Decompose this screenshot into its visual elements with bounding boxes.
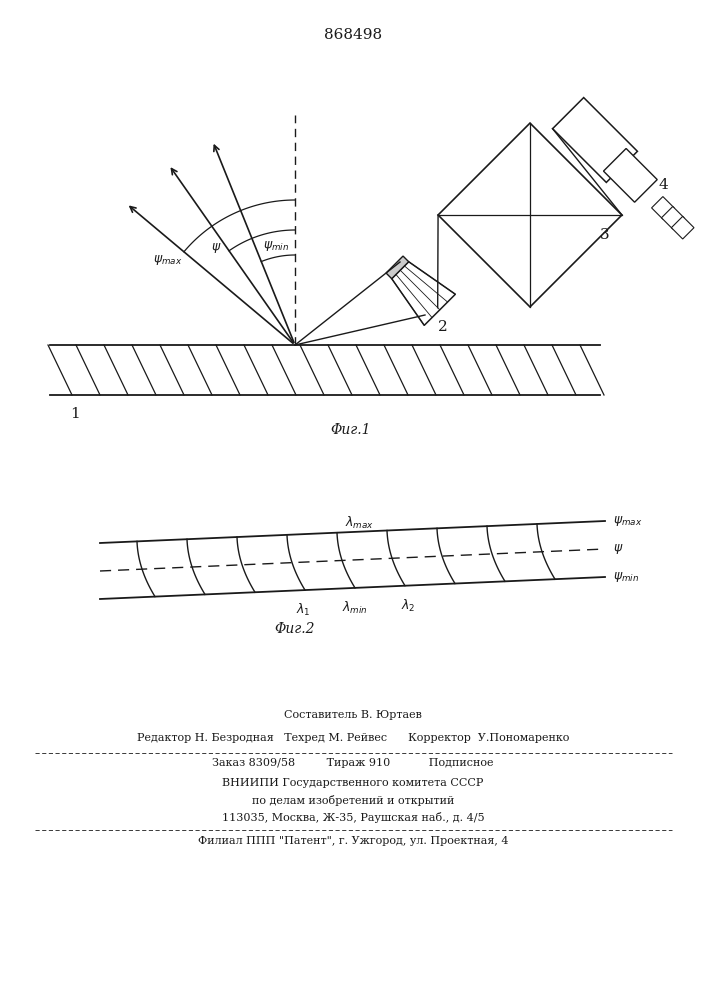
Text: Φиг.2: Φиг.2	[275, 622, 315, 636]
Polygon shape	[604, 148, 658, 202]
Polygon shape	[438, 123, 622, 307]
Text: $\psi_{min}$: $\psi_{min}$	[263, 239, 289, 253]
Text: 2: 2	[438, 320, 448, 334]
Text: 113035, Москва, Ж-35, Раушская наб., д. 4/5: 113035, Москва, Ж-35, Раушская наб., д. …	[222, 812, 484, 823]
Text: 3: 3	[600, 228, 609, 242]
Polygon shape	[672, 216, 694, 239]
Text: $\psi_{max}$: $\psi_{max}$	[613, 514, 643, 528]
Polygon shape	[652, 197, 674, 219]
Text: $\lambda_{min}$: $\lambda_{min}$	[342, 600, 368, 616]
Polygon shape	[553, 98, 638, 182]
Text: по делам изобретений и открытий: по делам изобретений и открытий	[252, 795, 454, 806]
Text: 1: 1	[70, 407, 80, 421]
Text: Заказ 8309/58         Тираж 910           Подписное: Заказ 8309/58 Тираж 910 Подписное	[212, 758, 493, 768]
Text: $\lambda_1$: $\lambda_1$	[296, 602, 310, 618]
Polygon shape	[392, 262, 455, 325]
Text: $\psi$: $\psi$	[613, 542, 624, 556]
Polygon shape	[386, 256, 409, 279]
Text: $\psi_{min}$: $\psi_{min}$	[613, 570, 639, 584]
Text: $\lambda_{max}$: $\lambda_{max}$	[346, 515, 375, 531]
Text: $\psi_{max}$: $\psi_{max}$	[153, 253, 182, 267]
Text: $\lambda_2$: $\lambda_2$	[401, 598, 415, 614]
Text: ВНИИПИ Государственного комитета СССР: ВНИИПИ Государственного комитета СССР	[222, 778, 484, 788]
Polygon shape	[662, 206, 684, 229]
Text: Редактор Н. Безродная   Техред М. Рейвес      Корректор  У.Пономаренко: Редактор Н. Безродная Техред М. Рейвес К…	[137, 733, 569, 743]
Text: 4: 4	[658, 178, 668, 192]
Text: Φиг.1: Φиг.1	[330, 423, 370, 437]
Text: Филиал ППП "Патент", г. Ужгород, ул. Проектная, 4: Филиал ППП "Патент", г. Ужгород, ул. Про…	[198, 836, 508, 846]
Text: 868498: 868498	[324, 28, 382, 42]
Text: $\psi$: $\psi$	[211, 241, 222, 255]
Text: Составитель В. Юртаев: Составитель В. Юртаев	[284, 710, 422, 720]
